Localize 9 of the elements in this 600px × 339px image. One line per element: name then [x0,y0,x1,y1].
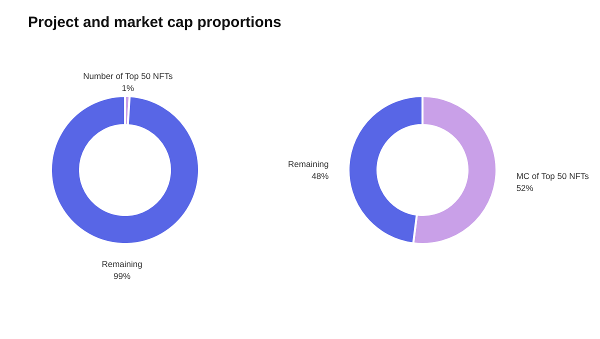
slice-label: MC of Top 50 NFTs [516,170,589,181]
data-label: 1% [122,83,135,94]
slice-label: Number of Top 50 NFTs [83,71,173,82]
data-label: 52% [516,182,534,193]
slice-label: Remaining [288,159,329,170]
data-label: 48% [312,171,330,182]
data-label: 99% [114,270,131,281]
slice-label: Remaining [102,258,143,269]
chart-title: Project and market cap proportions [28,14,282,31]
